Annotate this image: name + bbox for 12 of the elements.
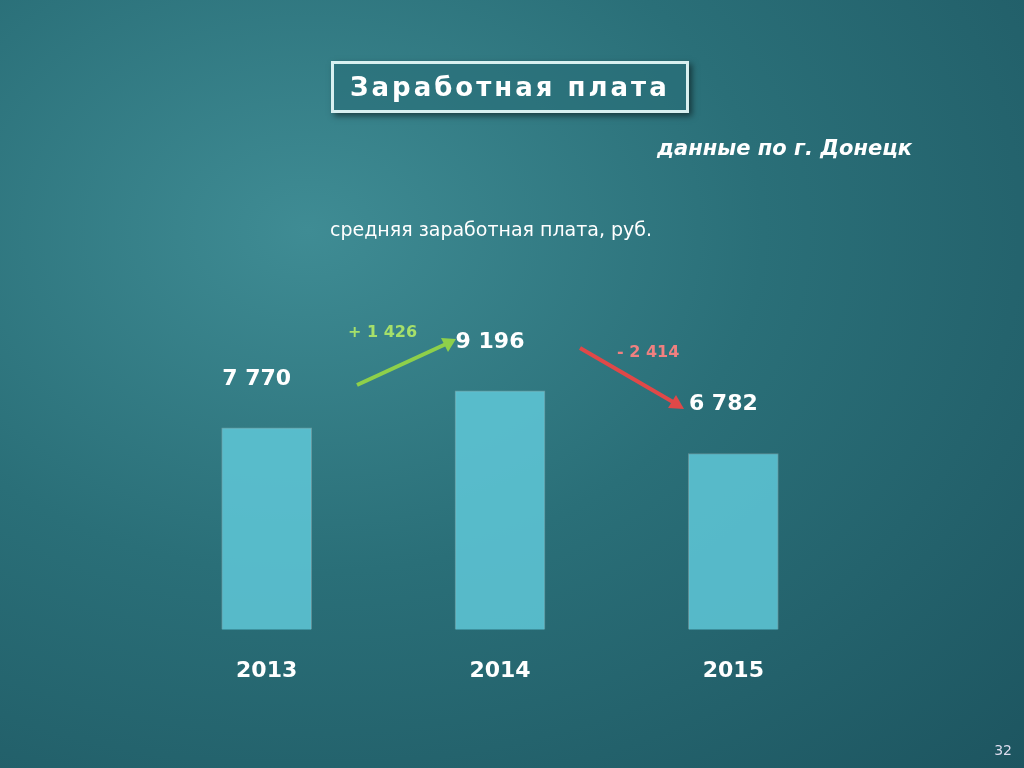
chart-title: Заработная плата bbox=[331, 61, 689, 113]
x-tick-label: 2013 bbox=[236, 656, 298, 682]
text: + 1 426 bbox=[348, 322, 418, 341]
data-label: 7 770 bbox=[222, 364, 292, 390]
text: данные по г. Донецк bbox=[657, 136, 912, 160]
data-label: 6 782 bbox=[688, 390, 758, 416]
data-label: 9 196 bbox=[455, 327, 525, 353]
x-tick-label: 2014 bbox=[469, 656, 531, 682]
text: 32 bbox=[994, 742, 1012, 758]
chart-subtitle: средняя заработная плата, руб. bbox=[330, 218, 653, 240]
x-tick-label: 2015 bbox=[702, 656, 764, 682]
text: - 2 414 bbox=[617, 342, 680, 361]
